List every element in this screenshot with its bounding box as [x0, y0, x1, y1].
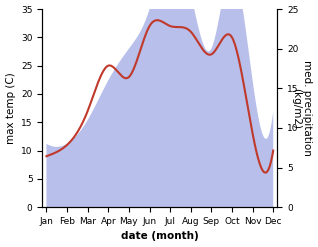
Y-axis label: max temp (C): max temp (C) — [5, 72, 16, 144]
X-axis label: date (month): date (month) — [121, 231, 199, 242]
Y-axis label: med. precipitation
(kg/m2): med. precipitation (kg/m2) — [291, 60, 313, 156]
